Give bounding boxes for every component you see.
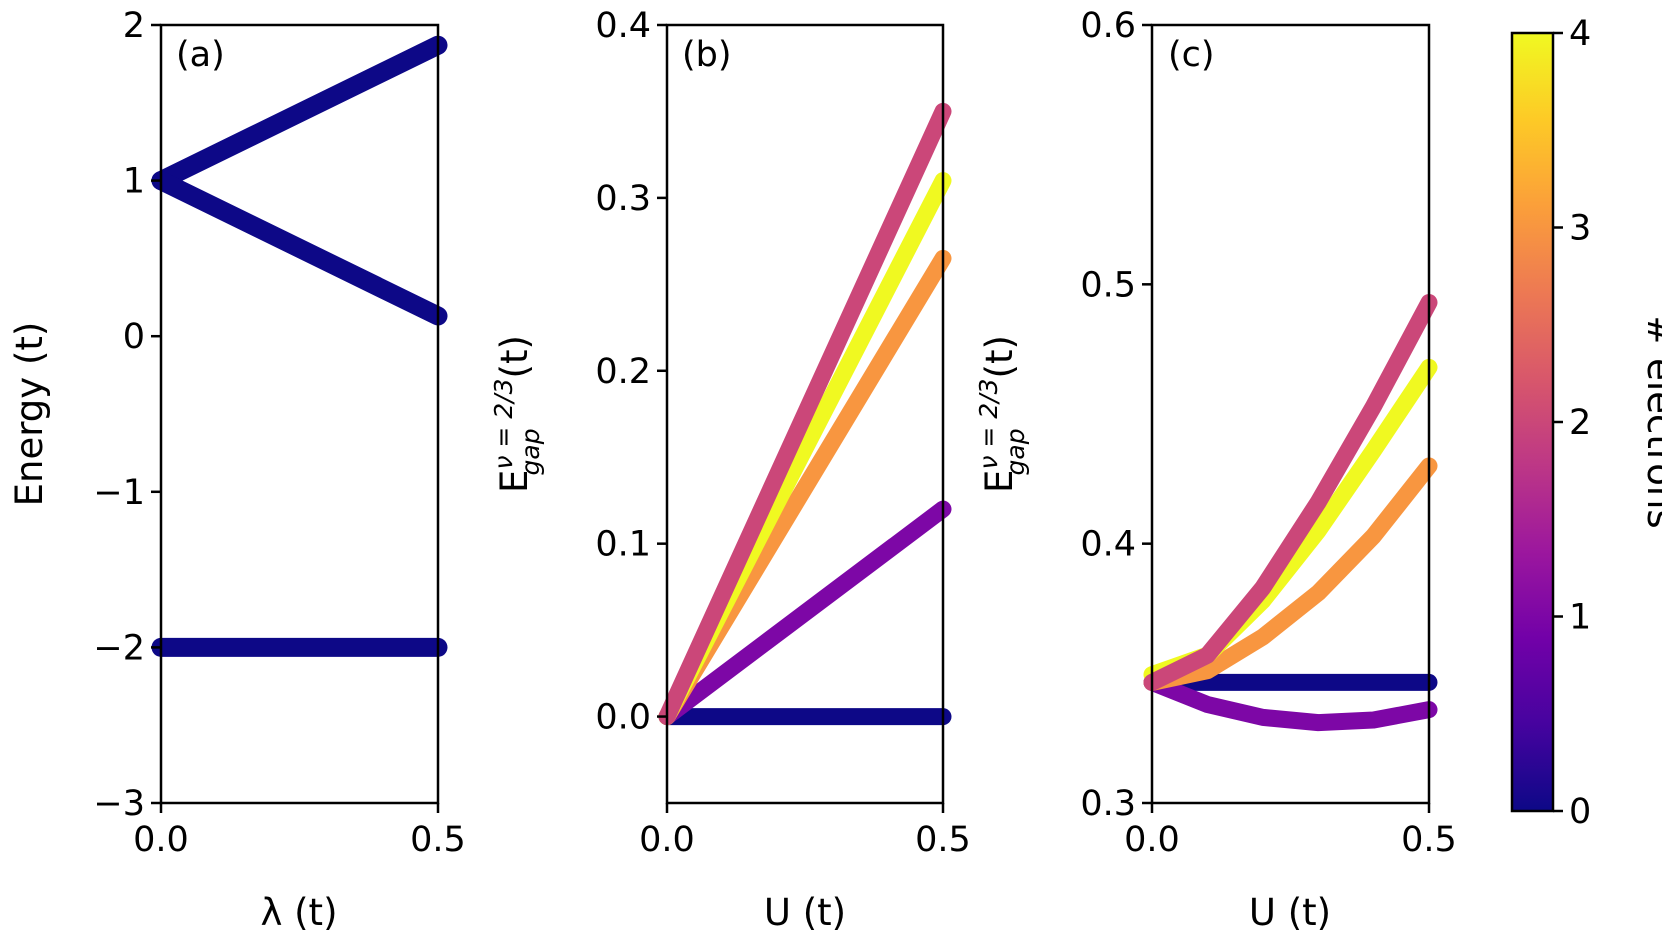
- panel-a-xlabel: λ (t): [260, 891, 337, 934]
- panel-a-series: [151, 35, 448, 657]
- panel-c-ytick-label: 0.4: [1080, 525, 1136, 565]
- colorbar-ticks: 0 1 2 3 4: [1553, 14, 1591, 832]
- panel-b-ytick-label: 0.1: [595, 525, 651, 565]
- panel-c-xtick-label: 0.0: [1124, 820, 1180, 860]
- colorbar-tick-label: 0: [1569, 792, 1591, 832]
- panel-a-xtick-label: 0.0: [133, 820, 189, 860]
- colorbar-tick-label: 2: [1569, 403, 1591, 443]
- colorbar: 0 1 2 3 4 # electrons: [1510, 14, 1662, 832]
- panel-a-xtick-label: 0.5: [410, 820, 466, 860]
- panel-b-ytick-label: 0.3: [595, 179, 651, 219]
- panel-c-frame: [1150, 23, 1431, 805]
- panel-b-xlabel: U (t): [764, 891, 846, 934]
- panel-c-ytick-label: 0.3: [1080, 784, 1136, 824]
- panel-b-xtick-label: 0.5: [915, 820, 971, 860]
- panel-b-series-1: [658, 500, 952, 726]
- panel-b-ylabel-sub: gap: [516, 428, 545, 475]
- panel-a: 0.0 0.5 −3 −2 −1 0 1 2 (a) λ (t) Energy (t): [8, 6, 466, 934]
- colorbar-gradient: [1510, 31, 1555, 813]
- panel-c-ylabel-sup: ν = 2/3: [974, 379, 1003, 470]
- panel-b-ylabel: Eν = 2/3gap (t): [489, 335, 545, 493]
- panel-c-series-1: [1143, 673, 1438, 732]
- panel-c-xtick-label: 0.5: [1401, 820, 1457, 860]
- panel-c: 0.0 0.5 0.3 0.4 0.5 0.6 (c) U (t) Eν = 2/3gap…: [974, 6, 1457, 934]
- panel-b-frame: [665, 23, 945, 805]
- panel-c-ylabel: Eν = 2/3gap (t): [974, 335, 1030, 493]
- colorbar-tick-label: 3: [1569, 209, 1591, 249]
- panel-a-ylabel: Energy (t): [8, 322, 51, 507]
- panel-a-ticks: 0.0 0.5 −3 −2 −1 0 1 2: [93, 6, 465, 860]
- panel-b-ytick-label: 0.2: [595, 352, 651, 392]
- panel-a-label: (a): [176, 35, 225, 75]
- panel-c-ylabel-unit: (t): [978, 335, 1021, 378]
- colorbar-label: # electrons: [1639, 315, 1662, 528]
- panel-c-ylabel-main: E: [978, 470, 1021, 493]
- panel-b-series-4: [658, 102, 952, 726]
- panel-a-ytick-label: 2: [123, 6, 145, 46]
- panel-b-ylabel-sup: ν = 2/3: [489, 379, 518, 470]
- panel-c-series-4: [1143, 294, 1438, 691]
- panel-c-series-2: [1143, 457, 1438, 691]
- panel-b-ylabel-main: E: [493, 470, 536, 493]
- colorbar-tick-label: 1: [1569, 598, 1591, 638]
- panel-c-label: (c): [1168, 35, 1215, 75]
- panel-b-ytick-label: 0.0: [595, 698, 651, 738]
- panel-a-ytick-label: −1: [93, 473, 145, 513]
- panel-c-xlabel: U (t): [1249, 891, 1331, 934]
- panel-a-ytick-label: 1: [123, 162, 145, 202]
- panel-b-ticks: 0.0 0.5 0.0 0.1 0.2 0.3 0.4: [595, 6, 971, 860]
- panel-a-ytick-label: −2: [93, 628, 145, 668]
- panel-c-ticks: 0.0 0.5 0.3 0.4 0.5 0.6: [1080, 6, 1457, 860]
- colorbar-tick-label: 4: [1569, 14, 1591, 54]
- panel-c-ytick-label: 0.5: [1080, 265, 1136, 305]
- panel-b-xtick-label: 0.0: [639, 820, 695, 860]
- panel-a-series-0: [151, 35, 448, 191]
- panel-a-ytick-label: −3: [93, 784, 145, 824]
- panel-c-ytick-label: 0.6: [1080, 6, 1136, 46]
- panel-c-series: [1143, 294, 1438, 732]
- panel-a-ytick-label: 0: [123, 317, 145, 357]
- panel-b: 0.0 0.5 0.0 0.1 0.2 0.3 0.4 (b) U (t) Eν = 2/3…: [489, 6, 971, 934]
- panel-b-series: [658, 102, 952, 726]
- panel-a-frame: [159, 23, 440, 805]
- panel-a-series-1: [151, 171, 448, 326]
- panel-b-ytick-label: 0.4: [595, 6, 651, 46]
- panel-c-ylabel-sub: gap: [1001, 428, 1030, 475]
- panel-b-label: (b): [682, 35, 732, 75]
- panel-b-ylabel-unit: (t): [493, 335, 536, 378]
